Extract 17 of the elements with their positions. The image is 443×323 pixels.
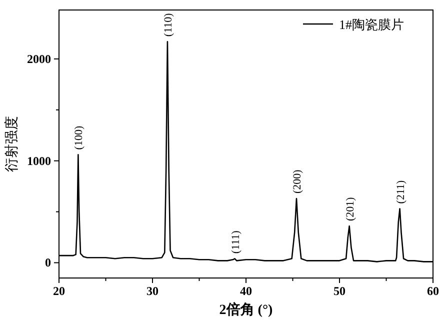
annotation: (211): [394, 180, 407, 204]
annotation: (100): [73, 126, 86, 150]
x-tick-label: 60: [427, 284, 439, 298]
y-axis-title: 衍射强度: [4, 116, 20, 172]
y-tick-label: 1000: [27, 154, 51, 168]
annotation: (201): [344, 196, 356, 222]
y-tick-label: 2000: [27, 52, 51, 66]
y-tick-label: 0: [45, 256, 51, 270]
annotation: (200): [291, 169, 304, 194]
x-tick-label: 50: [334, 284, 346, 298]
x-tick-label: 40: [240, 284, 252, 298]
x-axis-title: 2倍角 (°): [219, 301, 274, 318]
x-tick-label: 30: [146, 284, 158, 298]
legend-label: 1#陶瓷膜片: [339, 17, 404, 32]
x-tick-label: 20: [53, 284, 65, 298]
annotation: (111): [230, 230, 242, 254]
annotation: (110): [162, 12, 174, 37]
